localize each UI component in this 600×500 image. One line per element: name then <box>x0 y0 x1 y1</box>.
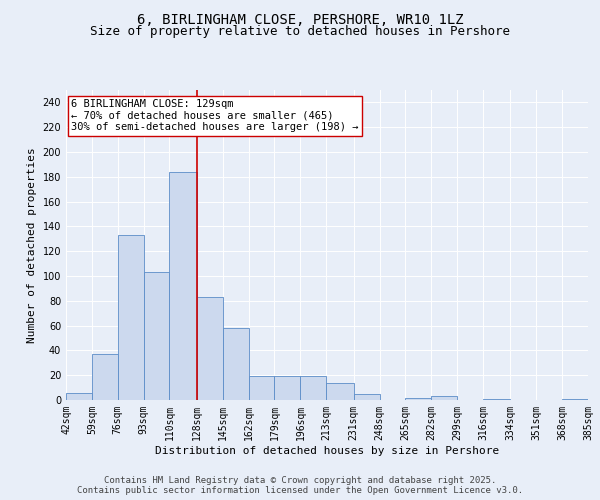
Bar <box>66 392 92 400</box>
Bar <box>406 398 431 400</box>
Bar <box>169 172 197 400</box>
Bar <box>562 399 588 400</box>
Bar <box>274 376 301 400</box>
Bar <box>483 399 511 400</box>
Bar <box>248 376 274 400</box>
Y-axis label: Number of detached properties: Number of detached properties <box>27 147 37 343</box>
Bar <box>326 382 353 400</box>
Bar <box>118 235 143 400</box>
Text: Contains HM Land Registry data © Crown copyright and database right 2025.
Contai: Contains HM Land Registry data © Crown c… <box>77 476 523 495</box>
Text: Size of property relative to detached houses in Pershore: Size of property relative to detached ho… <box>90 25 510 38</box>
Bar <box>92 354 118 400</box>
Text: 6, BIRLINGHAM CLOSE, PERSHORE, WR10 1LZ: 6, BIRLINGHAM CLOSE, PERSHORE, WR10 1LZ <box>137 12 463 26</box>
Text: 6 BIRLINGHAM CLOSE: 129sqm
← 70% of detached houses are smaller (465)
30% of sem: 6 BIRLINGHAM CLOSE: 129sqm ← 70% of deta… <box>71 100 359 132</box>
Bar <box>353 394 380 400</box>
Bar <box>223 328 248 400</box>
X-axis label: Distribution of detached houses by size in Pershore: Distribution of detached houses by size … <box>155 446 499 456</box>
Bar <box>431 396 457 400</box>
Bar <box>197 297 223 400</box>
Bar <box>143 272 169 400</box>
Bar <box>301 376 326 400</box>
